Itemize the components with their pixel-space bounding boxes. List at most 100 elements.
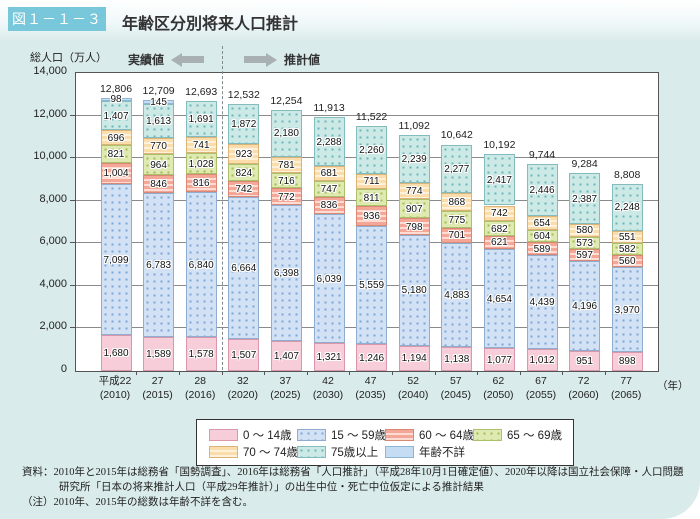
bar-segment: [228, 181, 260, 198]
bar-segment: [228, 197, 260, 339]
bar-segment: [143, 192, 175, 338]
y-tick-mark: [70, 157, 75, 159]
bar-segment: [313, 196, 345, 215]
y-tick-label: 4,000: [39, 277, 67, 290]
x-tick-mark: [136, 371, 138, 375]
bar-segment-value: 923: [235, 148, 253, 160]
x-category-label: 72 (2060): [568, 375, 599, 401]
bar-segment: [483, 154, 515, 206]
bar-segment: [270, 188, 302, 205]
bar-segment-value: 1,012: [529, 355, 555, 367]
bar-segment: [143, 337, 175, 371]
x-tick-mark: [391, 371, 393, 375]
bar-segment-value: 6,039: [316, 273, 342, 285]
bar-segment: [100, 98, 132, 101]
bar-segment: [441, 144, 473, 193]
bar-segment: [483, 348, 515, 371]
x-category-label: 67 (2055): [525, 375, 557, 401]
x-category-label: 32 (2020): [227, 375, 258, 401]
bar-segment-value: 701: [448, 230, 466, 242]
x-tick-mark: [349, 371, 351, 375]
bar-segment: [398, 345, 430, 371]
bar-segment-value: 560: [618, 256, 636, 268]
bar-segment: [100, 162, 132, 185]
bar-segment: [483, 235, 515, 250]
legend: 0 ～ 14歳 15 ～ 59歳 60 ～ 64歳 65 ～ 69歳 70 ～ 74歳 7…: [196, 419, 574, 466]
bar-segment-value: 2,288: [316, 136, 342, 148]
bar-segment-value: 1,507: [231, 349, 257, 361]
bar-segment-value: 6,398: [273, 267, 299, 279]
bar-segment-value: 741: [192, 139, 210, 151]
bar-segment: [270, 341, 302, 371]
bar-segment-value: 2,248: [614, 202, 640, 214]
bar-segment-value: 781: [278, 159, 295, 171]
bar-segment: [356, 188, 388, 207]
bar-total-value: 11,913: [313, 102, 345, 115]
footnote-note: （注）2010年、2015年の総数は年齢不詳を含む。: [22, 496, 253, 508]
y-tick-mark: [70, 327, 75, 329]
bar-segment: [441, 227, 473, 243]
bar-segment-value: 604: [533, 231, 551, 243]
figure-title: 年齢区分別将来人口推計: [122, 16, 299, 33]
legend-label: 70 ～ 74歳: [243, 446, 298, 459]
y-tick-label: 6,000: [39, 235, 67, 248]
x-tick-mark: [604, 371, 606, 375]
bar-segment: [313, 166, 345, 181]
bar-segment-value: 816: [192, 178, 210, 190]
bar-segment: [526, 254, 558, 350]
bar-segment-value: 811: [363, 192, 380, 204]
y-axis-title: 総人口（万人）: [30, 52, 107, 64]
bar-segment: [483, 249, 515, 349]
x-category-label: 62 (2050): [483, 375, 514, 401]
bar-segment: [526, 242, 558, 255]
bar-segment: [185, 136, 217, 153]
bar-segment: [143, 103, 175, 138]
gridline: [76, 114, 658, 116]
bar-segment-value: 1,578: [188, 349, 214, 361]
bar-segment-value: 742: [491, 208, 508, 220]
footnote-source: 資料：2010年と2015年は総務省「国勢調査」、2016年は総務省「人口推計」…: [22, 467, 684, 493]
bar-segment: [143, 137, 175, 155]
bar-segment-value: 7,099: [103, 254, 129, 266]
bar-segment-value: 589: [533, 243, 551, 255]
bar-segment: [526, 163, 558, 216]
bar-segment-value: 1,407: [103, 110, 129, 122]
bar-segment: [185, 174, 217, 192]
actual-projection-divider: [221, 46, 223, 370]
bar-segment: [611, 231, 643, 244]
bar-segment: [569, 224, 601, 237]
x-tick-mark: [221, 371, 223, 375]
bar-segment-value: 2,260: [359, 144, 385, 156]
bar-segment-value: 1,246: [359, 352, 385, 364]
bar-segment: [228, 338, 260, 371]
bar-segment: [143, 174, 175, 193]
bar-segment-value: 573: [576, 237, 593, 249]
bar-segment-value: 145: [150, 97, 167, 109]
bar-segment: [185, 191, 217, 338]
bar-segment-value: 846: [150, 178, 167, 190]
x-tick-mark: [562, 371, 564, 375]
bar-segment-value: 4,654: [486, 293, 512, 305]
bar-segment-value: 5,559: [359, 280, 385, 292]
bar-segment-value: 1,407: [273, 351, 299, 363]
x-tick-mark: [306, 371, 308, 375]
bar-segment: [569, 173, 601, 225]
bar-segment: [313, 214, 345, 343]
bar-segment: [185, 152, 217, 175]
bar-segment-value: 936: [363, 211, 380, 223]
bar-segment: [313, 342, 345, 371]
bar-segment: [398, 218, 430, 236]
bar-total-value: 12,532: [227, 89, 260, 102]
y-tick-label: 10,000: [33, 150, 67, 163]
bar-segment-value: 1,077: [486, 354, 512, 366]
bar-segment-value: 597: [576, 250, 593, 262]
legend-label: 年齢不詳: [419, 446, 465, 459]
bar-total-value: 11,092: [398, 119, 430, 132]
bar-segment-value: 2,277: [444, 163, 470, 175]
arrow-right-icon: [244, 52, 278, 67]
bar-segment: [270, 110, 302, 157]
bar-segment-value: 98: [110, 94, 122, 106]
bar-segment-value: 621: [491, 237, 508, 249]
y-tick-mark: [70, 284, 75, 286]
